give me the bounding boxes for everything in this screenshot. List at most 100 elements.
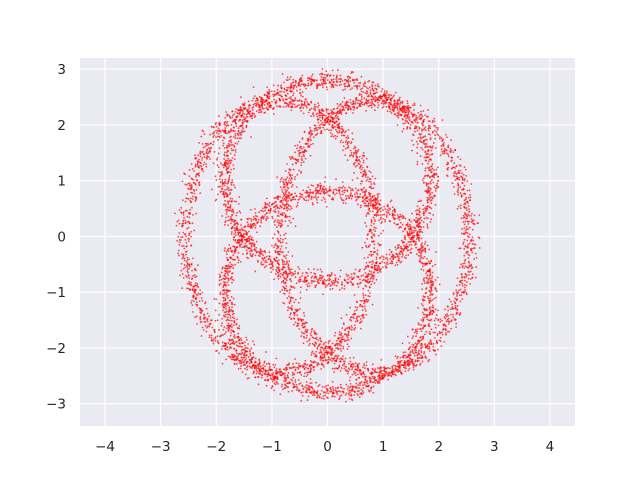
data-point [375, 214, 378, 217]
data-point [262, 210, 265, 213]
data-point [370, 224, 373, 227]
data-point [355, 199, 357, 202]
data-point [232, 279, 235, 281]
data-point [228, 299, 231, 302]
data-point [229, 277, 232, 280]
data-point [392, 213, 394, 216]
data-point [310, 280, 313, 282]
data-point [424, 169, 427, 172]
data-point [201, 291, 204, 294]
data-point [275, 380, 278, 383]
data-point [404, 119, 407, 122]
data-point [298, 195, 301, 198]
data-point [350, 276, 353, 278]
data-point [333, 334, 336, 337]
data-point [349, 316, 352, 319]
data-point [369, 171, 372, 174]
data-point [224, 345, 226, 347]
data-point [224, 305, 227, 308]
data-point [334, 188, 337, 191]
data-point [226, 194, 229, 197]
data-point [258, 369, 261, 371]
data-point [294, 298, 297, 301]
data-point [224, 219, 227, 222]
data-point [365, 244, 367, 247]
data-point [300, 399, 303, 402]
data-point [186, 215, 189, 218]
data-point [377, 214, 380, 217]
data-point [337, 386, 340, 389]
data-point [224, 164, 227, 167]
data-point [341, 181, 344, 184]
data-point [429, 199, 432, 202]
data-point [410, 229, 413, 232]
data-point [423, 247, 426, 250]
data-point [273, 94, 276, 96]
data-point [272, 268, 274, 271]
data-point [400, 245, 402, 248]
data-point [430, 165, 433, 168]
data-point [305, 384, 308, 387]
data-point [227, 142, 230, 145]
data-point [193, 274, 196, 277]
data-point [183, 217, 185, 219]
data-point [419, 222, 421, 224]
data-point [334, 128, 337, 131]
data-point [196, 264, 199, 267]
data-point [248, 239, 251, 242]
data-point [361, 196, 364, 199]
data-point [218, 147, 221, 150]
data-point [303, 104, 306, 106]
data-point [220, 348, 223, 350]
data-point [278, 268, 281, 271]
data-point [340, 317, 343, 320]
data-point [413, 331, 416, 334]
data-point [223, 267, 226, 269]
data-point [298, 83, 301, 86]
data-point [429, 187, 431, 190]
data-point [237, 109, 240, 112]
data-point [320, 199, 323, 202]
data-point [401, 256, 403, 258]
data-point [240, 218, 243, 221]
data-point [325, 205, 328, 208]
data-point [362, 274, 364, 277]
data-point [221, 181, 224, 183]
data-point [349, 80, 352, 83]
data-point [226, 132, 229, 135]
data-point [359, 196, 362, 198]
data-point [183, 247, 186, 250]
data-point [268, 90, 271, 93]
data-point [283, 380, 285, 382]
data-point [431, 197, 434, 200]
data-point [213, 297, 216, 300]
data-point [307, 84, 310, 87]
data-point [370, 197, 372, 200]
data-point [337, 69, 339, 71]
data-point [420, 146, 423, 149]
data-point [291, 196, 294, 199]
data-point [291, 103, 294, 105]
data-point [231, 353, 233, 356]
data-point [240, 243, 243, 246]
data-point [209, 158, 212, 160]
data-point [427, 217, 429, 220]
data-point [274, 101, 277, 104]
data-point [264, 209, 267, 212]
data-point [290, 274, 293, 277]
data-point [204, 324, 207, 327]
data-point [260, 261, 263, 263]
data-point [226, 114, 229, 117]
data-point [349, 88, 352, 91]
data-point [409, 231, 411, 233]
data-point [240, 362, 243, 365]
data-point [378, 219, 380, 222]
data-point [286, 86, 288, 89]
data-point [199, 192, 202, 195]
data-point [325, 82, 327, 85]
data-point [272, 206, 275, 209]
data-point [186, 221, 189, 224]
data-point [368, 79, 371, 82]
data-point [300, 80, 303, 83]
data-point [195, 296, 197, 299]
